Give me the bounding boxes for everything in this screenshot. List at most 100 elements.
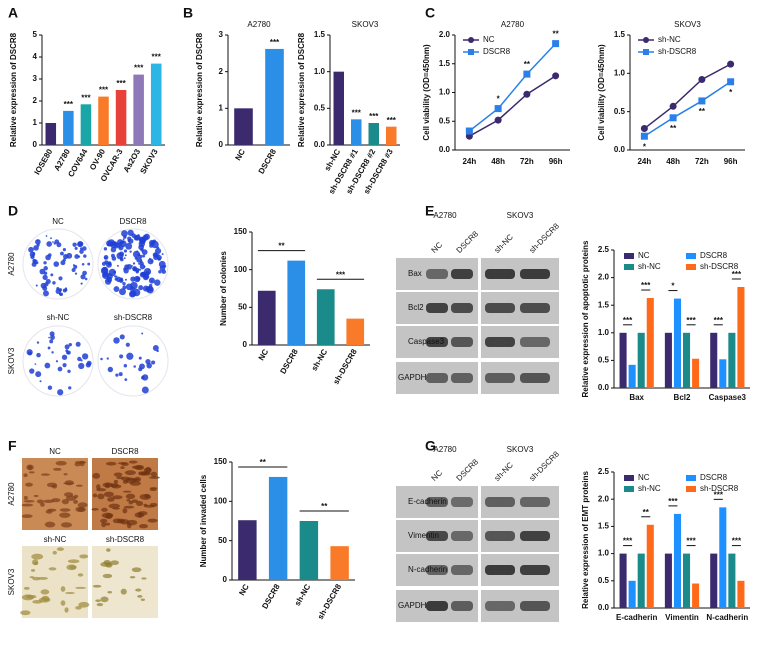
panel-label: A xyxy=(8,5,18,21)
lane-label: sh-NC xyxy=(493,460,516,483)
y-tick-label: 0.5 xyxy=(314,103,326,112)
invaded-cell xyxy=(79,554,89,559)
x-tick-label: NC xyxy=(257,347,271,362)
colony xyxy=(107,239,115,247)
invaded-cell xyxy=(97,493,105,500)
colony xyxy=(152,252,159,258)
legend-label: NC xyxy=(638,473,650,482)
colony xyxy=(137,253,141,257)
colony xyxy=(45,235,48,237)
colony xyxy=(141,271,146,277)
y-tick-label: 1.5 xyxy=(598,522,610,531)
colony xyxy=(42,274,48,280)
blot-band xyxy=(426,269,448,279)
point xyxy=(669,102,677,110)
x-tick-label: Caspase3 xyxy=(709,393,747,402)
x-tick-label: 72h xyxy=(520,157,534,166)
panel-label: D xyxy=(8,203,18,219)
blot-band xyxy=(485,565,515,575)
colony xyxy=(121,240,125,244)
invaded-cell xyxy=(21,514,33,519)
colony xyxy=(113,337,120,344)
y-tick-label: 150 xyxy=(214,457,228,466)
significance-label: *** xyxy=(668,497,678,506)
column-label: sh-NC xyxy=(47,313,70,322)
invaded-cell xyxy=(48,567,57,571)
invaded-cell xyxy=(120,466,125,469)
bar xyxy=(316,289,335,345)
colony xyxy=(43,261,47,265)
x-tick-label: Bcl2 xyxy=(674,393,691,402)
chart-title: A2780 xyxy=(247,20,271,29)
bar xyxy=(737,580,745,608)
colony xyxy=(146,285,154,294)
point xyxy=(494,116,502,124)
colony xyxy=(77,241,84,248)
invaded-cell xyxy=(96,488,107,492)
protein-label: GAPDH xyxy=(398,601,427,610)
y-tick-label: 5 xyxy=(33,30,38,39)
colony xyxy=(47,346,51,350)
colony xyxy=(118,372,123,377)
colony xyxy=(46,241,52,247)
blot-band xyxy=(485,303,515,313)
blot-band xyxy=(485,497,515,507)
colony xyxy=(62,363,67,368)
colony xyxy=(74,272,78,275)
bar xyxy=(299,521,319,580)
line xyxy=(468,43,557,132)
invaded-cell xyxy=(139,524,148,529)
significance-label: *** xyxy=(732,270,742,279)
blot-band xyxy=(451,269,473,279)
bar xyxy=(692,358,700,388)
colony xyxy=(33,245,39,251)
colony xyxy=(73,264,78,269)
invaded-cell xyxy=(23,473,28,478)
bar xyxy=(98,96,109,145)
x-tick-label: DSCR8 xyxy=(260,582,282,610)
colony xyxy=(86,360,92,366)
invaded-cell xyxy=(63,473,68,476)
blot-band xyxy=(426,373,448,383)
colony xyxy=(125,342,130,347)
invaded-cell xyxy=(52,467,62,471)
protein-label: Bax xyxy=(408,269,422,278)
blot-band xyxy=(426,601,448,611)
blot-band xyxy=(485,373,515,383)
lane-label: DSCR8 xyxy=(455,229,481,255)
colony xyxy=(74,246,78,250)
colony xyxy=(139,260,143,263)
blot-band xyxy=(485,337,515,347)
point xyxy=(727,60,735,68)
legend-marker xyxy=(468,49,474,55)
colony xyxy=(79,247,83,251)
blot-band xyxy=(451,531,473,541)
point xyxy=(669,114,677,122)
colony xyxy=(26,349,33,356)
significance-label: *** xyxy=(369,112,379,121)
protein-label: N-cadherin xyxy=(408,565,447,574)
blot-band xyxy=(520,531,550,541)
legend-label: NC xyxy=(638,251,650,260)
invaded-cell xyxy=(147,518,158,523)
line xyxy=(469,75,557,137)
y-tick-label: 0 xyxy=(243,340,248,349)
colony xyxy=(50,273,54,277)
colony xyxy=(132,262,136,265)
bar xyxy=(728,553,736,608)
y-axis-label: Relative expression of DSCR8 xyxy=(297,32,306,147)
y-tick-label: 0.0 xyxy=(614,145,626,154)
column-label: NC xyxy=(49,447,61,456)
x-tick-label: 24h xyxy=(637,157,651,166)
column-label: sh-DSCR8 xyxy=(106,535,145,544)
invaded-cell xyxy=(23,586,30,590)
invaded-cell xyxy=(120,588,127,595)
column-label: sh-DSCR8 xyxy=(114,313,153,322)
blot-band xyxy=(485,531,515,541)
y-tick-label: 100 xyxy=(234,265,248,274)
colony xyxy=(36,352,41,358)
bar xyxy=(664,332,672,388)
colony xyxy=(143,233,150,240)
blot-band xyxy=(520,269,550,279)
significance-label: ** xyxy=(670,124,677,133)
